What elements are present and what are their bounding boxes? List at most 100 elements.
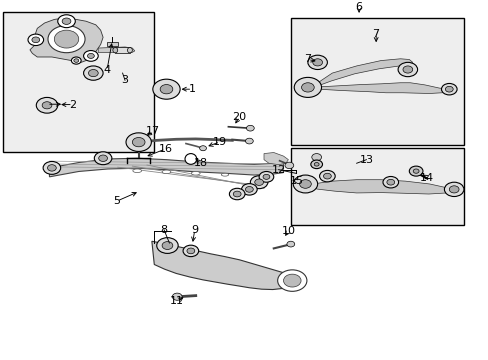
- Circle shape: [397, 62, 417, 77]
- Circle shape: [172, 293, 182, 300]
- Ellipse shape: [133, 169, 142, 172]
- Circle shape: [245, 138, 253, 144]
- Circle shape: [83, 66, 103, 80]
- Circle shape: [199, 146, 206, 151]
- Circle shape: [183, 245, 198, 257]
- Circle shape: [71, 57, 81, 64]
- Text: 9: 9: [191, 225, 198, 235]
- Polygon shape: [312, 180, 458, 194]
- Text: 8: 8: [160, 225, 167, 235]
- Circle shape: [286, 241, 294, 247]
- Text: 20: 20: [232, 112, 246, 122]
- Text: 16: 16: [158, 144, 172, 154]
- Ellipse shape: [113, 48, 118, 53]
- Circle shape: [312, 59, 322, 66]
- Text: 14: 14: [419, 172, 433, 183]
- Text: 17: 17: [146, 126, 160, 136]
- Circle shape: [250, 176, 267, 189]
- Text: 7: 7: [372, 29, 379, 39]
- Text: 10: 10: [281, 226, 295, 236]
- Circle shape: [307, 55, 327, 69]
- Circle shape: [310, 160, 322, 168]
- Circle shape: [299, 180, 311, 188]
- Circle shape: [229, 188, 244, 200]
- Circle shape: [311, 154, 321, 161]
- Polygon shape: [264, 153, 288, 165]
- Circle shape: [42, 102, 52, 109]
- Circle shape: [301, 83, 314, 92]
- Circle shape: [263, 174, 269, 179]
- Circle shape: [28, 34, 43, 46]
- Circle shape: [157, 238, 178, 253]
- Circle shape: [99, 155, 107, 161]
- Circle shape: [32, 37, 40, 43]
- Polygon shape: [49, 158, 283, 177]
- Ellipse shape: [191, 171, 200, 175]
- Text: 7: 7: [304, 54, 311, 64]
- Circle shape: [36, 98, 58, 113]
- Circle shape: [87, 53, 94, 58]
- Circle shape: [162, 242, 172, 249]
- Ellipse shape: [162, 170, 170, 174]
- Circle shape: [445, 86, 452, 92]
- Circle shape: [319, 170, 334, 182]
- Polygon shape: [152, 241, 298, 289]
- Circle shape: [74, 59, 79, 62]
- Text: 4: 4: [103, 65, 110, 75]
- Bar: [3, 12, 154, 152]
- Text: 11: 11: [170, 296, 184, 306]
- Ellipse shape: [184, 154, 196, 164]
- Circle shape: [233, 191, 241, 197]
- Circle shape: [245, 186, 253, 192]
- Text: 3: 3: [122, 75, 128, 85]
- Text: 19: 19: [213, 137, 227, 147]
- Circle shape: [412, 169, 418, 173]
- Circle shape: [323, 173, 330, 179]
- Polygon shape: [316, 59, 412, 85]
- Circle shape: [83, 50, 98, 61]
- Circle shape: [58, 15, 75, 28]
- Circle shape: [259, 171, 273, 182]
- Circle shape: [241, 184, 257, 195]
- Circle shape: [294, 77, 321, 98]
- Text: 6: 6: [355, 2, 362, 12]
- Polygon shape: [98, 47, 135, 52]
- Circle shape: [62, 18, 71, 24]
- Text: 1: 1: [188, 84, 195, 94]
- Circle shape: [402, 66, 412, 73]
- Text: 2: 2: [69, 100, 76, 109]
- Circle shape: [444, 182, 463, 197]
- Circle shape: [126, 133, 151, 152]
- Circle shape: [285, 162, 293, 168]
- Circle shape: [160, 85, 172, 94]
- Circle shape: [54, 30, 79, 48]
- Ellipse shape: [127, 48, 132, 53]
- Circle shape: [153, 79, 180, 99]
- Circle shape: [88, 69, 98, 77]
- Polygon shape: [311, 83, 449, 94]
- Circle shape: [314, 162, 319, 166]
- Circle shape: [186, 248, 194, 254]
- Text: 18: 18: [193, 158, 207, 168]
- Circle shape: [48, 26, 85, 53]
- Text: 13: 13: [359, 155, 373, 165]
- Circle shape: [283, 274, 301, 287]
- Text: 5: 5: [113, 196, 120, 206]
- Circle shape: [448, 186, 458, 193]
- Circle shape: [441, 84, 456, 95]
- Circle shape: [246, 125, 254, 131]
- Polygon shape: [30, 18, 103, 62]
- Circle shape: [94, 152, 112, 165]
- Circle shape: [47, 165, 56, 171]
- Circle shape: [277, 270, 306, 291]
- Text: 12: 12: [271, 165, 285, 175]
- Circle shape: [132, 138, 145, 147]
- Circle shape: [408, 166, 422, 176]
- Circle shape: [43, 161, 61, 174]
- Bar: [115, 47, 130, 53]
- Circle shape: [386, 179, 394, 185]
- Circle shape: [382, 176, 398, 188]
- Circle shape: [293, 175, 317, 193]
- Bar: [290, 18, 463, 145]
- Bar: [290, 148, 463, 225]
